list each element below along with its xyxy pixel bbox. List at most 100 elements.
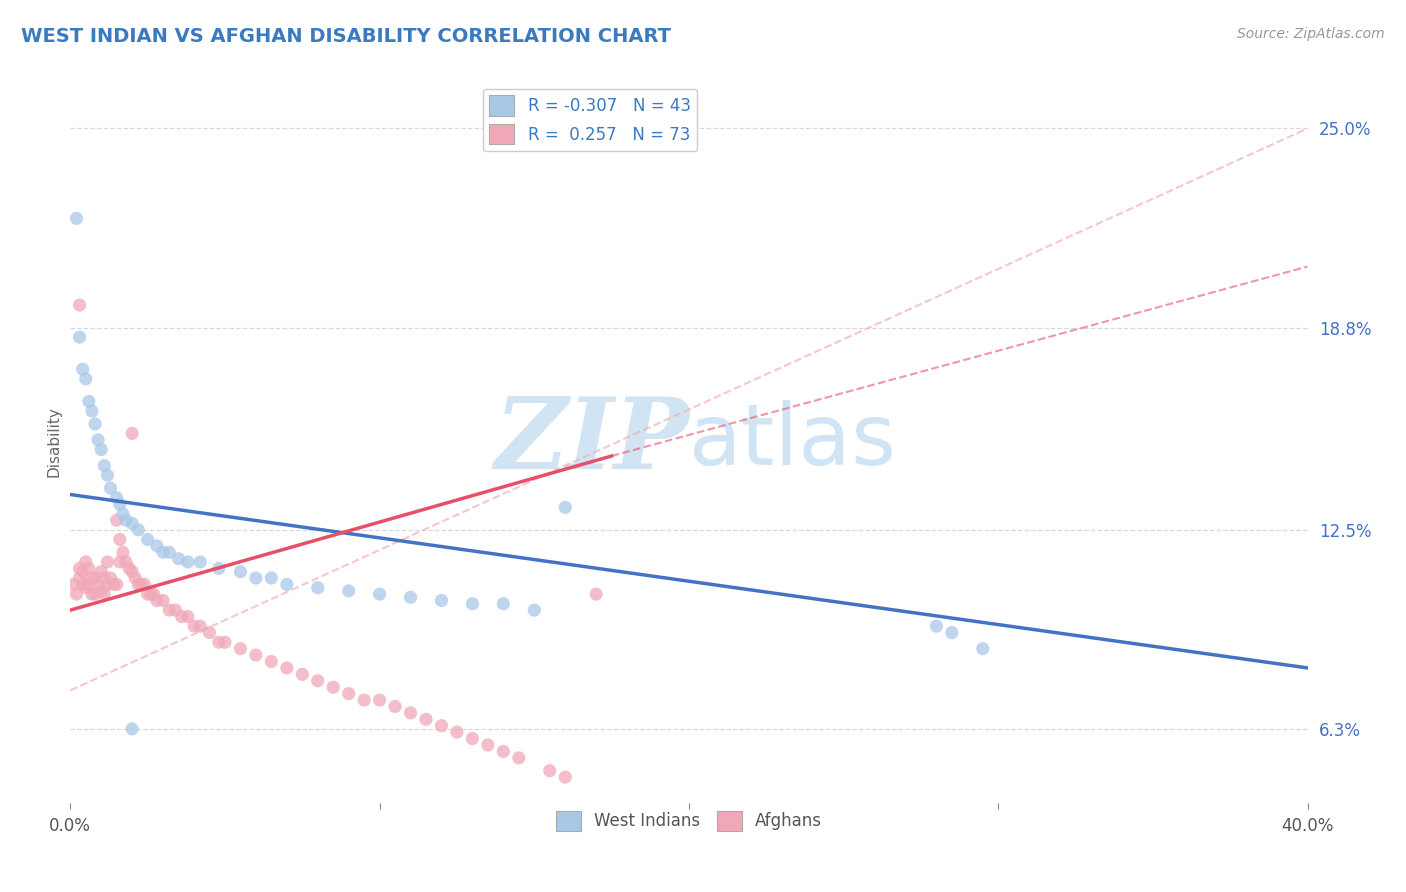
Point bbox=[69, 571, 91, 585]
Point bbox=[198, 625, 221, 640]
Point bbox=[492, 744, 515, 758]
Point bbox=[80, 404, 103, 418]
Point bbox=[121, 426, 143, 441]
Point bbox=[152, 545, 174, 559]
Point bbox=[77, 577, 100, 591]
Point bbox=[87, 577, 110, 591]
Text: Source: ZipAtlas.com: Source: ZipAtlas.com bbox=[1237, 27, 1385, 41]
Point bbox=[121, 565, 143, 579]
Point bbox=[523, 603, 546, 617]
Point bbox=[260, 655, 283, 669]
Point bbox=[307, 581, 329, 595]
Legend: West Indians, Afghans: West Indians, Afghans bbox=[550, 805, 828, 838]
Point bbox=[260, 571, 283, 585]
Point bbox=[461, 597, 484, 611]
Point bbox=[65, 587, 87, 601]
Point bbox=[384, 699, 406, 714]
Point bbox=[84, 587, 107, 601]
Point bbox=[157, 545, 180, 559]
Point bbox=[134, 577, 156, 591]
Point bbox=[183, 619, 205, 633]
Point bbox=[337, 687, 360, 701]
Point bbox=[69, 561, 91, 575]
Point bbox=[77, 394, 100, 409]
Point bbox=[291, 667, 314, 681]
Point bbox=[93, 587, 115, 601]
Point bbox=[93, 458, 115, 473]
Point bbox=[170, 609, 193, 624]
Point bbox=[121, 516, 143, 531]
Point bbox=[96, 468, 118, 483]
Point bbox=[90, 442, 112, 457]
Point bbox=[111, 507, 134, 521]
Point bbox=[84, 571, 107, 585]
Point bbox=[941, 625, 963, 640]
Point bbox=[368, 693, 391, 707]
Point bbox=[229, 565, 252, 579]
Point bbox=[118, 561, 141, 575]
Point bbox=[127, 577, 149, 591]
Point bbox=[214, 635, 236, 649]
Point bbox=[131, 577, 153, 591]
Point bbox=[69, 330, 91, 344]
Point bbox=[100, 571, 122, 585]
Point bbox=[229, 641, 252, 656]
Point bbox=[508, 751, 530, 765]
Point bbox=[925, 619, 948, 633]
Point bbox=[165, 603, 187, 617]
Point bbox=[208, 561, 231, 575]
Point bbox=[554, 770, 576, 784]
Point bbox=[157, 603, 180, 617]
Point bbox=[72, 362, 94, 376]
Point bbox=[430, 593, 453, 607]
Point bbox=[554, 500, 576, 515]
Point bbox=[142, 587, 165, 601]
Point bbox=[103, 577, 125, 591]
Point bbox=[152, 593, 174, 607]
Point bbox=[276, 577, 298, 591]
Point bbox=[111, 545, 134, 559]
Point bbox=[167, 551, 190, 566]
Point bbox=[84, 417, 107, 431]
Point bbox=[337, 583, 360, 598]
Point bbox=[415, 712, 437, 726]
Point bbox=[105, 513, 128, 527]
Point bbox=[108, 533, 131, 547]
Point bbox=[136, 533, 159, 547]
Point bbox=[245, 648, 267, 662]
Point bbox=[72, 577, 94, 591]
Point bbox=[77, 561, 100, 575]
Point bbox=[62, 577, 84, 591]
Point bbox=[446, 725, 468, 739]
Point bbox=[105, 577, 128, 591]
Point bbox=[75, 372, 97, 386]
Point bbox=[127, 523, 149, 537]
Point bbox=[136, 587, 159, 601]
Point bbox=[100, 481, 122, 495]
Point bbox=[124, 571, 146, 585]
Point bbox=[121, 722, 143, 736]
Point bbox=[368, 587, 391, 601]
Point bbox=[276, 661, 298, 675]
Point bbox=[188, 555, 211, 569]
Point bbox=[108, 497, 131, 511]
Text: ZIP: ZIP bbox=[494, 393, 689, 490]
Point bbox=[353, 693, 375, 707]
Point bbox=[69, 298, 91, 312]
Point bbox=[96, 555, 118, 569]
Point bbox=[90, 565, 112, 579]
Point bbox=[72, 565, 94, 579]
Point bbox=[177, 555, 200, 569]
Point bbox=[146, 539, 169, 553]
Point bbox=[65, 211, 87, 226]
Point bbox=[208, 635, 231, 649]
Point bbox=[307, 673, 329, 688]
Point bbox=[972, 641, 994, 656]
Point bbox=[430, 719, 453, 733]
Point bbox=[146, 593, 169, 607]
Point bbox=[108, 555, 131, 569]
Point bbox=[87, 433, 110, 447]
Point bbox=[322, 680, 344, 694]
Point bbox=[96, 577, 118, 591]
Point bbox=[538, 764, 561, 778]
